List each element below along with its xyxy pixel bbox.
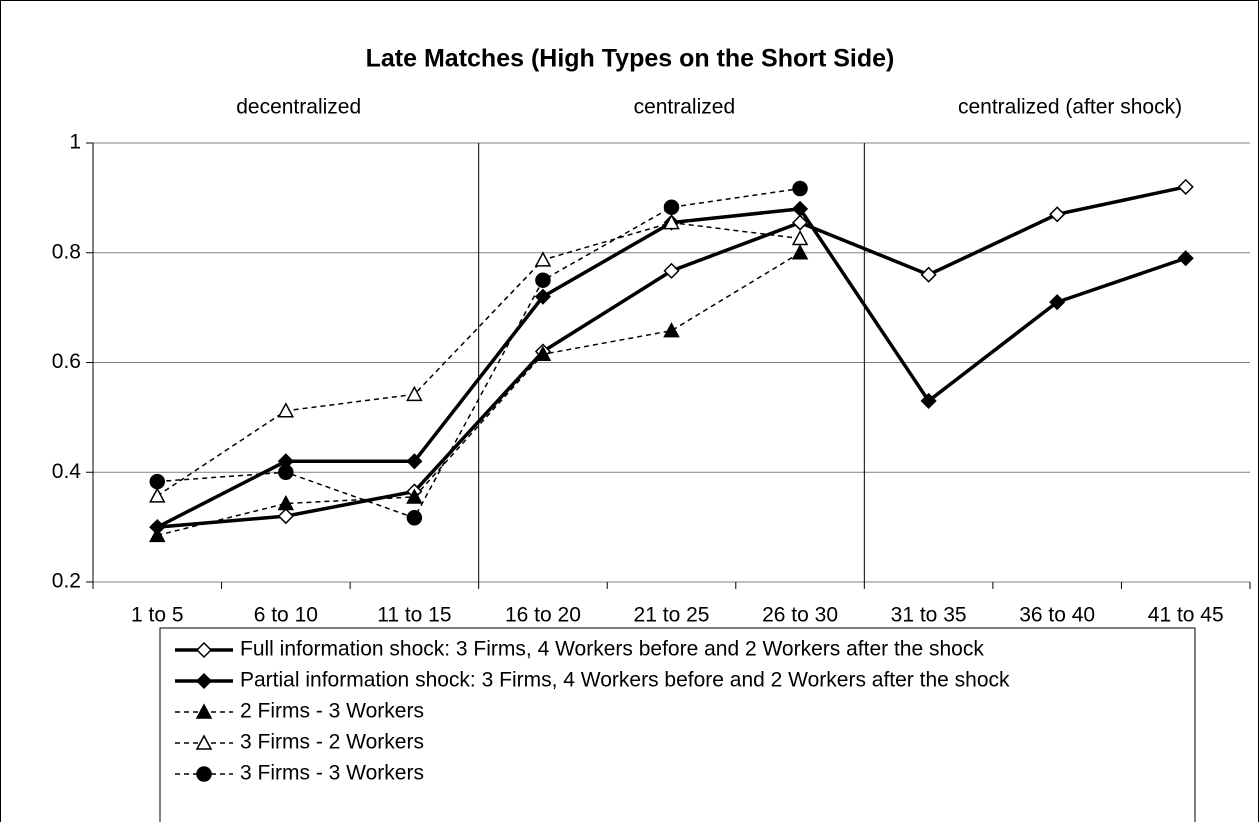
- legend-label: 3 Firms - 3 Workers: [240, 762, 424, 785]
- x-tick-label: 31 to 35: [891, 604, 967, 627]
- marker: [791, 244, 809, 260]
- series-line: [156, 221, 801, 497]
- series-line: [157, 252, 801, 537]
- section-label: centralized (after shock): [958, 96, 1182, 119]
- marker: [920, 392, 937, 409]
- marker: [149, 487, 166, 503]
- legend-box: [159, 627, 1196, 822]
- y-tick-label: 1: [69, 131, 81, 154]
- marker: [149, 473, 166, 490]
- chart-title: Late Matches (High Types on the Short Si…: [366, 45, 895, 73]
- legend-label: 2 Firms - 3 Workers: [240, 700, 424, 723]
- x-tick-label: 16 to 20: [505, 604, 581, 627]
- marker: [534, 345, 552, 362]
- marker: [406, 510, 423, 526]
- marker: [149, 526, 166, 543]
- legend-label: Full information shock: 3 Firms, 4 Worke…: [240, 638, 984, 661]
- marker: [663, 322, 680, 338]
- y-tick-label: 0.4: [52, 460, 82, 483]
- marker: [195, 734, 213, 750]
- marker: [535, 272, 551, 288]
- x-tick-label: 21 to 25: [634, 604, 710, 627]
- marker: [406, 488, 423, 504]
- marker: [196, 766, 212, 782]
- section-label: decentralized: [236, 96, 361, 119]
- marker: [277, 494, 295, 511]
- marker: [791, 214, 809, 231]
- marker: [1177, 178, 1194, 195]
- marker: [406, 453, 423, 470]
- legend-label: 3 Firms - 2 Workers: [240, 731, 424, 754]
- x-tick-label: 1 to 5: [131, 604, 184, 627]
- marker: [792, 180, 808, 197]
- x-tick-label: 36 to 40: [1019, 604, 1095, 627]
- marker: [195, 672, 213, 690]
- marker: [534, 288, 552, 305]
- y-tick-label: 0.6: [52, 350, 81, 373]
- marker: [278, 464, 294, 480]
- marker: [406, 385, 423, 402]
- marker: [663, 199, 680, 215]
- marker: [1049, 294, 1066, 311]
- marker: [195, 703, 213, 719]
- marker: [791, 200, 809, 217]
- marker: [277, 402, 295, 418]
- marker: [195, 641, 213, 659]
- marker: [791, 229, 809, 246]
- marker: [534, 251, 552, 267]
- marker: [920, 266, 937, 283]
- y-tick-label: 0.2: [52, 570, 81, 593]
- x-tick-label: 41 to 45: [1148, 604, 1224, 627]
- marker: [1049, 206, 1066, 223]
- section-label: centralized: [634, 96, 736, 119]
- marker: [663, 262, 680, 279]
- x-tick-label: 26 to 30: [762, 604, 838, 627]
- marker: [277, 508, 294, 525]
- x-tick-label: 6 to 10: [254, 604, 318, 627]
- marker: [1177, 250, 1194, 267]
- marker: [663, 213, 680, 230]
- legend-label: Partial information shock: 3 Firms, 4 Wo…: [240, 669, 1010, 692]
- x-tick-label: 11 to 15: [377, 604, 451, 627]
- series-line: [157, 187, 801, 519]
- y-tick-label: 0.8: [52, 240, 81, 263]
